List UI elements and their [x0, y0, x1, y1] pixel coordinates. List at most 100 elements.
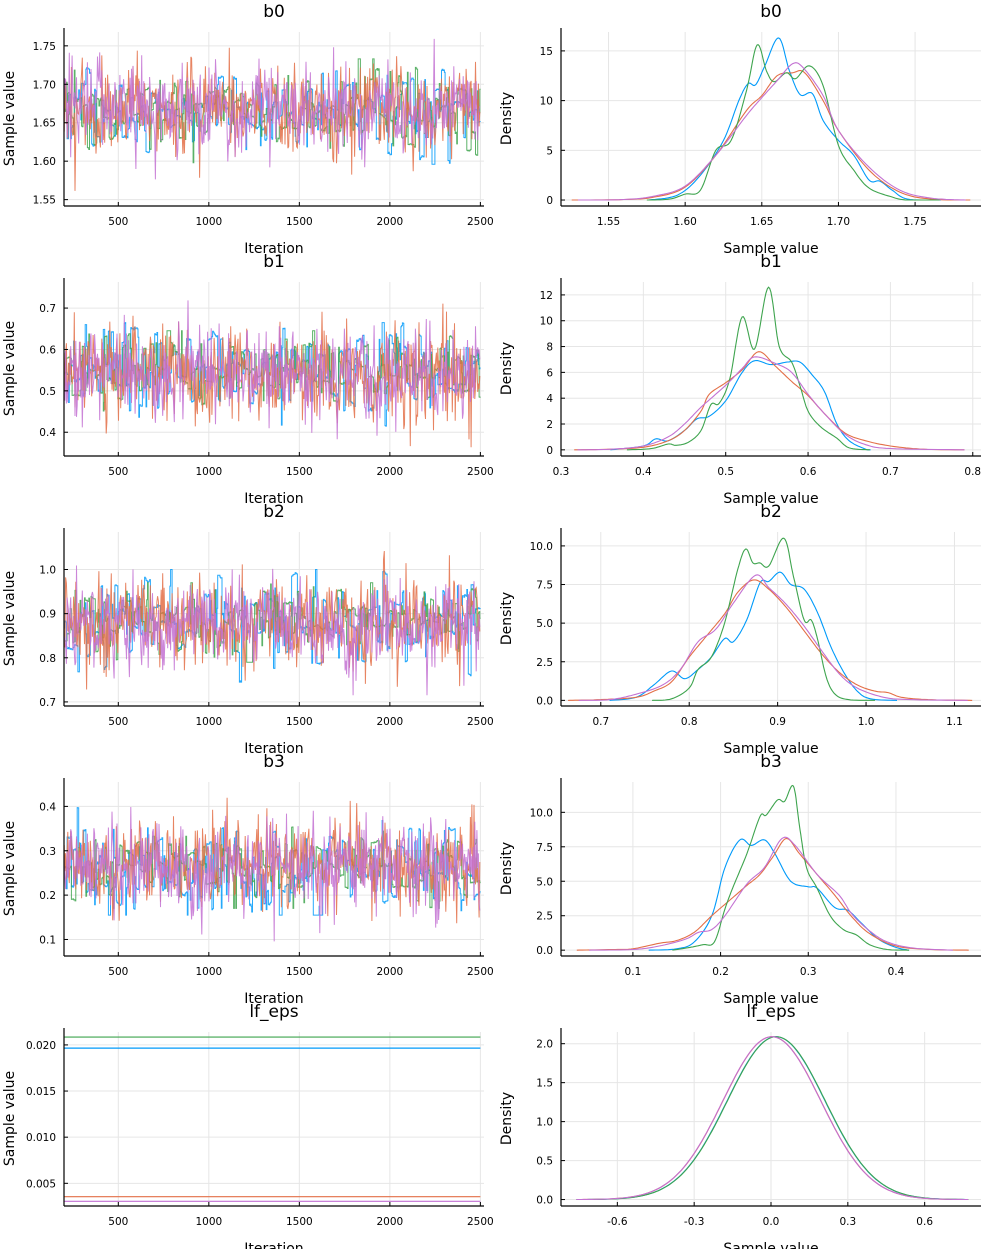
x-axis-label: Sample value [723, 991, 818, 1007]
chart-title: b1 [263, 252, 285, 272]
x-tick-label: 0.4 [635, 466, 652, 478]
density-line-chain-1 [648, 37, 942, 201]
x-tick-label: 1.65 [750, 216, 773, 228]
panel-density-lf_eps: -0.6 -0.3 0.0 0.3 0.6 0.0 0.5 1.0 1.5 2.0 lf_eps Sa… [499, 1002, 981, 1249]
x-axis-label: Sample value [723, 741, 818, 757]
x-tick-label: 500 [108, 716, 128, 728]
y-tick-label: 0.5 [536, 1156, 553, 1168]
y-axis-label: Sample value [2, 1071, 18, 1166]
x-tick-label: 1000 [195, 716, 222, 728]
y-tick-label: 6 [546, 367, 553, 379]
series-group [576, 1036, 969, 1201]
y-tick-label: 5.0 [536, 876, 553, 888]
density-line-chain-4 [576, 1036, 969, 1201]
x-tick-label: 2500 [467, 966, 494, 978]
x-tick-label: 1000 [195, 1216, 222, 1228]
density-line-chain-4 [589, 836, 953, 951]
y-axis-label: Sample value [2, 571, 18, 666]
y-axis-label: Density [499, 92, 515, 145]
y-tick-label: 2.0 [536, 1039, 553, 1051]
y-tick-label: 1.0 [39, 565, 56, 577]
density-line-chain-1 [576, 1036, 969, 1201]
x-tick-label: 500 [108, 1216, 128, 1228]
y-tick-label: 0.5 [39, 386, 56, 398]
density-line-chain-4 [578, 574, 968, 701]
x-tick-label: 2500 [467, 216, 494, 228]
density-line-chain-3 [626, 286, 870, 451]
x-tick-label: 0.2 [712, 966, 729, 978]
x-tick-label: 0.0 [763, 1216, 780, 1228]
x-axis-label: Iteration [244, 241, 303, 257]
chart-title: b3 [760, 752, 782, 772]
x-tick-label: 0.7 [882, 466, 899, 478]
y-tick-label: 0.0 [536, 1195, 553, 1207]
x-axis-label: Iteration [244, 991, 303, 1007]
y-tick-label: 0.7 [39, 303, 56, 315]
panel-density-b2: 0.7 0.8 0.9 1.0 1.1 0.0 2.5 5.0 7.5 10.0 b2 Sample … [499, 502, 981, 757]
x-tick-label: 2000 [376, 716, 403, 728]
panel-density-b1: 0.3 0.4 0.5 0.6 0.7 0.8 0 2 4 6 8 10 12 b1 Sample valu… [499, 252, 981, 507]
density-line-chain-2 [576, 837, 969, 951]
y-tick-label: 1.75 [33, 41, 56, 53]
panel-density-b3: 0.1 0.2 0.3 0.4 0.0 2.5 5.0 7.5 10.0 b3 Sample val… [499, 752, 981, 1007]
y-tick-label: 1.5 [536, 1078, 553, 1090]
y-tick-label: 10 [540, 96, 553, 108]
chart-title: lf_eps [746, 1002, 795, 1022]
x-tick-label: 0.3 [553, 466, 570, 478]
y-tick-label: 10 [540, 316, 553, 328]
x-tick-label: 1.0 [858, 716, 875, 728]
x-tick-label: 1500 [286, 466, 313, 478]
x-tick-label: 0.3 [800, 966, 817, 978]
density-line-chain-1 [610, 359, 871, 451]
panel-density-b0: 1.55 1.60 1.65 1.70 1.75 0 5 10 15 b0 Sample value… [499, 2, 981, 257]
y-axis-label: Sample value [2, 71, 18, 166]
y-axis-label: Sample value [2, 321, 18, 416]
x-tick-label: 2000 [376, 966, 403, 978]
y-tick-label: 0.015 [26, 1086, 56, 1098]
chart-title: b1 [760, 252, 782, 272]
x-tick-label: 1000 [195, 216, 222, 228]
y-tick-label: 0 [546, 445, 553, 457]
x-tick-label: 0.5 [717, 466, 734, 478]
y-tick-label: 0.4 [39, 801, 56, 813]
y-tick-label: 0.020 [26, 1040, 56, 1052]
x-tick-label: 1.55 [597, 216, 620, 228]
y-tick-label: 1.0 [536, 1117, 553, 1129]
y-axis-label: Density [499, 842, 515, 895]
density-line-chain-3 [576, 1036, 969, 1201]
y-tick-label: 0.0 [536, 945, 553, 957]
series-group [64, 300, 481, 448]
x-tick-label: 1500 [286, 966, 313, 978]
x-axis-label: Iteration [244, 741, 303, 757]
x-tick-label: 1000 [195, 966, 222, 978]
x-tick-label: 0.1 [625, 966, 642, 978]
trace-line-chain-4 [64, 38, 481, 180]
x-tick-label: 2500 [467, 716, 494, 728]
y-tick-label: 1.60 [33, 156, 56, 168]
panel-trace-lf_eps: 500 1000 1500 2000 2500 0.005 0.010 0.015 0.020 l… [2, 1002, 494, 1249]
series-group [571, 37, 971, 201]
density-line-chain-2 [571, 70, 971, 201]
y-tick-label: 0.1 [39, 934, 56, 946]
density-line-chain-2 [576, 1036, 969, 1201]
y-tick-label: 7.5 [536, 580, 553, 592]
y-tick-label: 12 [540, 290, 553, 302]
x-tick-label: 0.6 [916, 1216, 933, 1228]
series-group [64, 550, 481, 696]
x-tick-label: -0.3 [684, 1216, 705, 1228]
x-tick-label: 0.8 [964, 466, 981, 478]
x-tick-label: 2000 [376, 466, 403, 478]
y-tick-label: 4 [546, 393, 553, 405]
y-tick-label: 0.6 [39, 344, 56, 356]
x-tick-label: 0.9 [769, 716, 786, 728]
trace-line-chain-4 [64, 300, 481, 440]
y-tick-label: 10.0 [530, 807, 553, 819]
x-tick-label: 1.60 [673, 216, 696, 228]
series-group [64, 1036, 481, 1202]
panel-trace-b1: 500 1000 1500 2000 2500 0.4 0.5 0.6 0.7 b1 Iterati… [2, 252, 494, 507]
y-tick-label: 1.70 [33, 79, 56, 91]
x-tick-label: 1.1 [946, 716, 963, 728]
series-group [576, 784, 969, 951]
y-tick-label: 0.9 [39, 609, 56, 621]
